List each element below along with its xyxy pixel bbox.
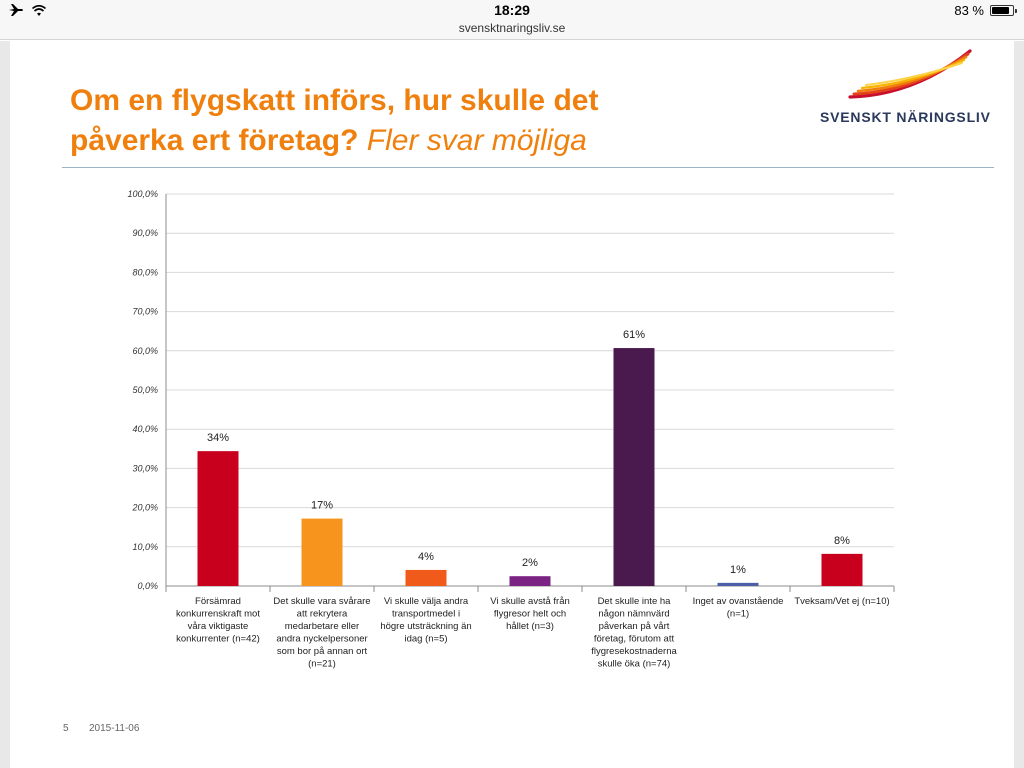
- x-category-label-line: att rekrytera: [297, 609, 348, 620]
- title-main: Om en flygskatt införs, hur skulle det p…: [70, 84, 599, 157]
- data-label: 17%: [311, 500, 333, 512]
- x-category-label: Tveksam/Vet ej (n=10): [794, 596, 889, 607]
- logo-swoosh-stroke: [860, 58, 966, 90]
- airplane-icon: [8, 3, 24, 20]
- x-category-label: Vi skulle avstå från flygresor helt och hå…: [490, 596, 570, 632]
- bar: [613, 348, 655, 586]
- bar: [405, 569, 447, 586]
- y-tick-label: 60,0%: [132, 346, 158, 356]
- y-tick-label: 0,0%: [137, 581, 158, 591]
- title-subtitle: Fler svar möjliga: [366, 124, 587, 157]
- bar: [509, 576, 551, 586]
- logo-swoosh-icon: [848, 49, 972, 99]
- data-label: 8%: [834, 535, 850, 547]
- x-category-label-line: högre utsträckning än: [380, 621, 471, 632]
- data-label: 61%: [623, 329, 645, 341]
- status-right: 83 %: [954, 3, 1017, 18]
- data-label: 4%: [418, 551, 434, 563]
- slide-date: 2015-11-06: [89, 723, 140, 734]
- x-category-label-line: transportmedel i: [392, 609, 460, 620]
- x-category-label-line: Försämrad: [195, 596, 241, 607]
- y-tick-label: 80,0%: [132, 267, 158, 277]
- battery-level-fill: [992, 7, 1009, 14]
- logo: SVENSKT NÄRINGSLIV: [820, 47, 990, 129]
- bar: [301, 518, 343, 586]
- bar: [717, 582, 759, 586]
- x-category-label-line: skulle öka (n=74): [598, 659, 671, 670]
- slide: Om en flygskatt införs, hur skulle det p…: [10, 41, 1014, 768]
- x-category-label-line: andra nyckelpersoner: [276, 634, 367, 645]
- x-category-label-line: Inget av ovanstående: [693, 596, 784, 607]
- y-tick-label: 40,0%: [132, 424, 158, 434]
- battery-icon: [990, 5, 1017, 16]
- data-label: 34%: [207, 432, 229, 444]
- page-number: 5: [63, 723, 69, 734]
- x-category-label: Försämrad konkurrenskraft mot våra viktiga…: [176, 596, 260, 645]
- x-category-label-line: konkurrenskraft mot: [176, 609, 260, 620]
- status-time: 18:29: [494, 2, 530, 18]
- x-category-label: Vi skulle välja andra transportmedel i hög…: [380, 596, 471, 645]
- page-url[interactable]: svensktnaringsliv.se: [458, 21, 566, 35]
- status-left: [8, 3, 47, 20]
- x-category-label-line: Det skulle vara svårare: [273, 596, 370, 607]
- data-label: 2%: [522, 557, 538, 569]
- x-category-label: Det skulle vara svårare att rekrytera meda…: [273, 596, 370, 670]
- battery-percent: 83 %: [954, 3, 984, 18]
- bar-chart: 0,0% 10,0% 20,0% 30,0% 40,0% 50,0% 60,0% 70,0% 8…: [127, 189, 895, 670]
- x-category-label-line: hållet (n=3): [506, 621, 554, 632]
- x-category-label-line: konkurrenter (n=42): [176, 634, 260, 645]
- page-edge-right: [1014, 41, 1024, 768]
- status-bar: 18:29 svensktnaringsliv.se 83 %: [0, 0, 1024, 40]
- logo-text: SVENSKT NÄRINGSLIV: [820, 109, 991, 125]
- x-category-label-line: Vi skulle avstå från: [490, 596, 570, 607]
- wifi-icon: [31, 4, 47, 20]
- x-category-label-line: Det skulle inte ha: [598, 596, 672, 607]
- x-category-label-line: flygresor helt och: [494, 609, 566, 620]
- bar: [197, 451, 239, 586]
- slide-title: Om en flygskatt införs, hur skulle det p…: [70, 81, 710, 161]
- x-category-label-line: Vi skulle välja andra: [384, 596, 469, 607]
- x-category-label-line: som bor på annan ort: [277, 646, 368, 657]
- x-category-label-line: någon nämnvärd: [598, 609, 669, 620]
- page-edge-left: [0, 41, 10, 768]
- x-category-label-line: medarbetare eller: [285, 621, 359, 632]
- bar: [821, 553, 863, 586]
- y-tick-label: 90,0%: [132, 228, 158, 238]
- x-category-label-line: Tveksam/Vet ej (n=10): [794, 596, 889, 607]
- x-category-label-line: (n=21): [308, 659, 336, 670]
- x-category-label: Inget av ovanstående (n=1): [693, 596, 784, 620]
- y-tick-label: 20,0%: [131, 503, 158, 513]
- x-category-label-line: våra viktigaste: [188, 621, 249, 632]
- x-category-label: Det skulle inte ha någon nämnvärd påverkan…: [591, 596, 677, 670]
- x-category-label-line: idag (n=5): [404, 634, 447, 645]
- data-label: 1%: [730, 564, 746, 576]
- x-category-label-line: flygresekostnaderna: [591, 646, 677, 657]
- x-category-label-line: påverkan på vårt: [599, 621, 670, 632]
- y-tick-label: 50,0%: [132, 385, 158, 395]
- y-tick-label: 30,0%: [132, 463, 158, 473]
- title-divider: [62, 167, 994, 168]
- logo-swoosh-stroke: [865, 62, 963, 86]
- x-category-label-line: (n=1): [727, 609, 749, 620]
- y-tick-label: 10,0%: [132, 542, 158, 552]
- y-tick-label: 70,0%: [132, 307, 158, 317]
- y-tick-label: 100,0%: [127, 189, 158, 199]
- x-category-label-line: företag, förutom att: [594, 634, 675, 645]
